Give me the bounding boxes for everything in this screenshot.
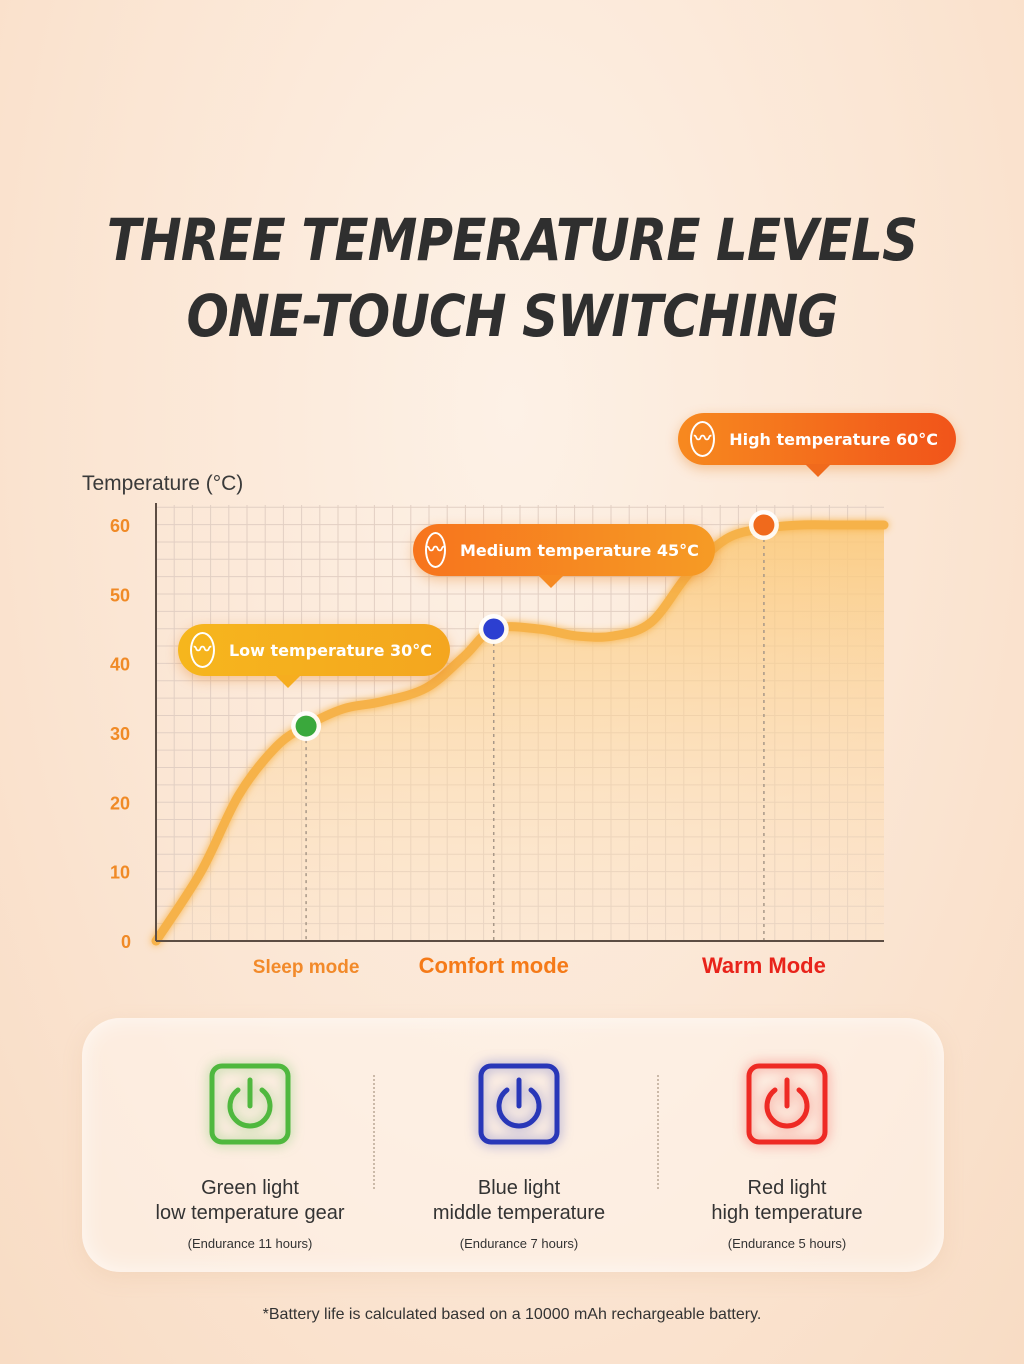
high-temperature-callout: 〰 High temperature 60°C: [678, 413, 956, 477]
medium-temperature-label: Medium temperature 45°C: [460, 540, 699, 560]
x-category-label: Comfort mode: [419, 953, 569, 978]
mode-green: Green light low temperature gear (Endura…: [100, 1058, 400, 1251]
mode-marker: [295, 715, 317, 737]
mode-red: Red light high temperature (Endurance 5 …: [637, 1058, 937, 1251]
x-category-labels: Sleep mode Comfort mode Warm Mode: [253, 953, 826, 978]
mode-description: middle temperature: [432, 1202, 606, 1224]
y-tick-label: 30: [110, 724, 130, 744]
temperature-area: [156, 524, 884, 941]
power-icon: [208, 1062, 292, 1146]
mode-name: Red light: [747, 1177, 827, 1199]
low-temperature-callout: 〰 Low temperature 30°C: [178, 624, 450, 688]
y-axis-label: Temperature (°C): [82, 472, 243, 495]
heat-wave-icon: 〰: [425, 532, 446, 568]
mode-marker: [753, 514, 775, 536]
mode-endurance: (Endurance 5 hours): [727, 1236, 847, 1251]
light-modes-panel: [82, 1018, 944, 1272]
low-temperature-label: Low temperature 30°C: [228, 640, 432, 660]
y-tick-label: 20: [110, 793, 130, 813]
mode-blue: Blue light middle temperature (Endurance…: [369, 1058, 669, 1251]
heat-wave-icon: 〰: [690, 421, 716, 457]
mode-description: high temperature: [711, 1202, 863, 1224]
divider: [657, 1075, 659, 1189]
title-line-1: THREE TEMPERATURE LEVELS: [106, 206, 918, 274]
y-tick-label: 0: [121, 932, 131, 952]
mode-marker: [483, 618, 505, 640]
power-icon: [745, 1062, 829, 1146]
y-tick-labels: 0 10 20 30 40 50 60: [110, 516, 131, 952]
mode-endurance: (Endurance 7 hours): [459, 1236, 579, 1251]
title-line-2: ONE-TOUCH SWITCHING: [186, 282, 838, 350]
y-tick-label: 40: [110, 655, 130, 675]
mode-markers: [291, 510, 779, 742]
power-icon: [477, 1062, 561, 1146]
mode-name: Blue light: [477, 1177, 561, 1199]
x-category-label: Sleep mode: [253, 957, 360, 978]
mode-description: low temperature gear: [155, 1202, 345, 1224]
temperature-chart: Temperature (°C) 0 10 20 30 40 50 60 Sleep mod…: [82, 472, 889, 978]
battery-footnote: *Battery life is calculated based on a 1…: [262, 1306, 762, 1323]
y-tick-label: 50: [110, 585, 130, 605]
mode-endurance: (Endurance 11 hours): [187, 1236, 313, 1251]
y-tick-label: 60: [110, 516, 130, 536]
y-tick-label: 10: [110, 863, 130, 883]
heat-wave-icon: 〰: [190, 632, 215, 668]
medium-temperature-callout: 〰 Medium temperature 45°C: [413, 524, 715, 588]
mode-guide-lines: [305, 525, 765, 941]
mode-name: Green light: [201, 1177, 299, 1199]
divider: [373, 1075, 375, 1189]
x-category-label: Warm Mode: [702, 953, 826, 978]
high-temperature-label: High temperature 60°C: [729, 429, 938, 449]
